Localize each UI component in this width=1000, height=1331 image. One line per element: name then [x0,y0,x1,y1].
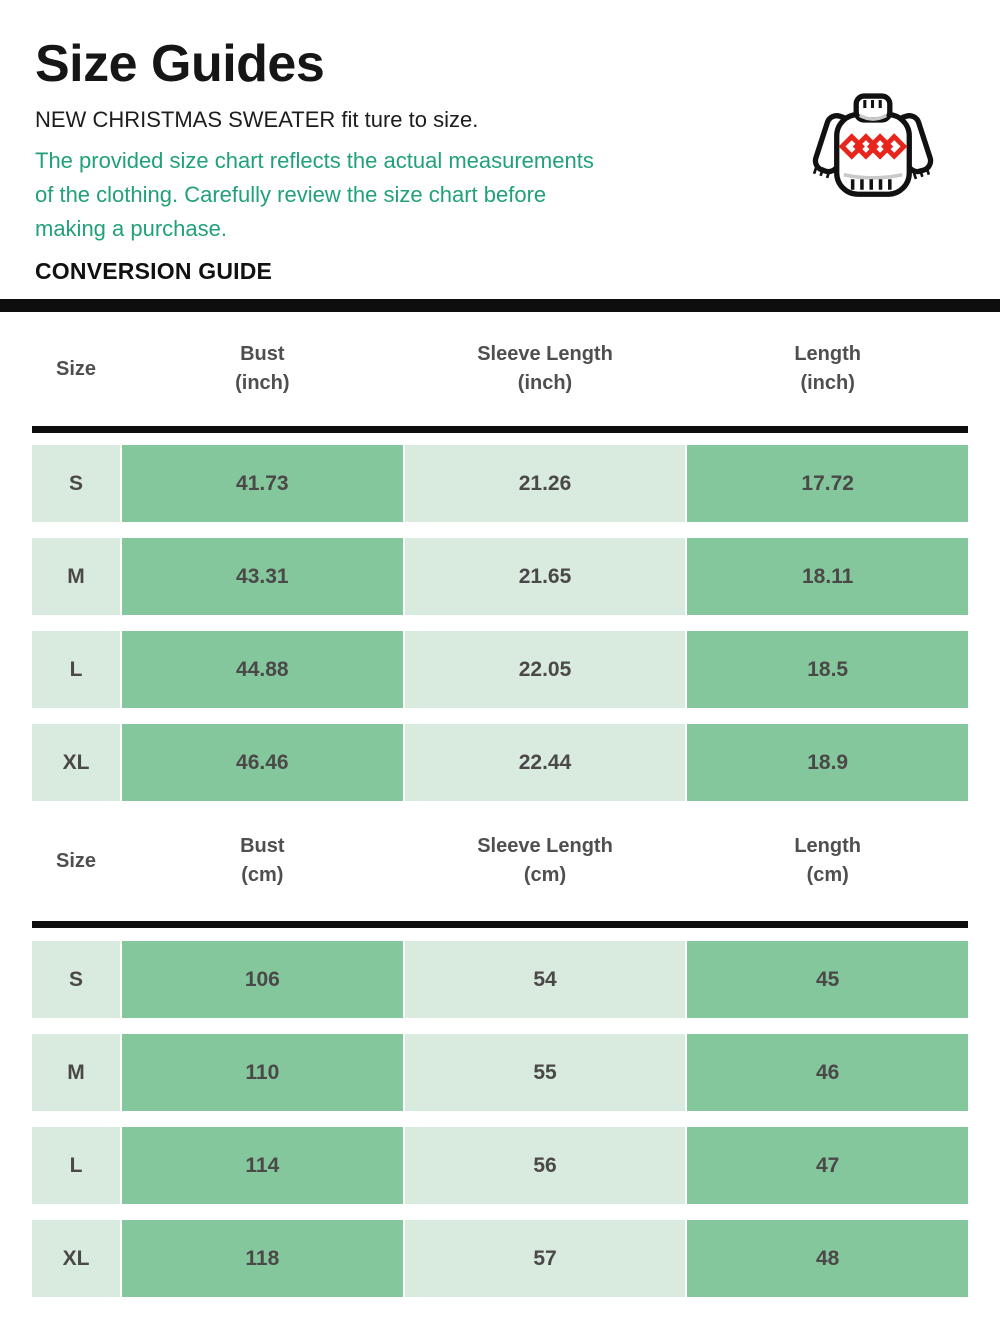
bust-value-cell: 44.88 [122,631,403,708]
length-value-cell: 18.11 [687,538,969,615]
length-value-cell: 18.9 [687,724,969,801]
sleeve-length-value-cell: 56 [404,1127,686,1204]
length-value-cell: 47 [687,1127,969,1204]
table-row: M 110 55 46 [32,1034,969,1111]
sleeve-length-value-cell: 21.26 [404,445,686,522]
bust-value-cell: 118 [122,1220,403,1297]
length-value-cell: 46 [687,1034,969,1111]
table-row: M 43.31 21.65 18.11 [32,538,969,615]
bust-value-cell: 106 [122,941,403,1018]
table-rule [32,426,968,433]
bust-value-cell: 46.46 [122,724,403,801]
sleeve-length-value-cell: 55 [404,1034,686,1111]
sleeve-length-value-cell: 57 [404,1220,686,1297]
header-length: Length (cm) [794,835,861,886]
size-cell: XL [32,1220,120,1297]
cm-size-table: Size Bust (cm) Sleeve Length (cm) Length… [32,801,969,1297]
inch-table-header: Size Bust (inch) Sleeve Length (inch) Le… [32,312,968,426]
sleeve-length-value-cell: 22.05 [404,631,686,708]
bust-value-cell: 110 [122,1034,403,1111]
length-value-cell: 18.5 [687,631,969,708]
size-cell: L [32,631,120,708]
table-row: XL 46.46 22.44 18.9 [32,724,969,801]
christmas-sweater-icon [812,93,934,197]
collar-shading [858,113,888,121]
header-bust: Bust (inch) [235,343,290,394]
bust-value-cell: 43.31 [122,538,403,615]
size-cell: L [32,1127,120,1204]
length-value-cell: 17.72 [687,445,969,522]
table-row: XL 118 57 48 [32,1220,969,1297]
size-chart-note-line: making a purchase. [35,216,227,241]
bust-value-cell: 41.73 [122,445,403,522]
header-sleeve-length: Sleeve Length (cm) [477,835,613,886]
sleeve-length-value-cell: 54 [404,941,686,1018]
size-cell: XL [32,724,120,801]
inch-size-table: Size Bust (inch) Sleeve Length (inch) Le… [32,312,969,801]
hem-shading [843,173,903,180]
cm-table-header: Size Bust (cm) Sleeve Length (cm) Length… [32,801,968,921]
table-rule [32,921,968,928]
header-size: Size [55,849,97,872]
divider-bar [0,299,1000,312]
size-cell: M [32,538,120,615]
sleeve-length-value-cell: 22.44 [404,724,686,801]
sleeve-length-value-cell: 21.65 [404,538,686,615]
size-cell: S [32,941,120,1018]
size-chart-note-line: The provided size chart reflects the act… [35,148,594,173]
table-row: S 41.73 21.26 17.72 [32,445,969,522]
length-value-cell: 45 [687,941,969,1018]
table-row: L 114 56 47 [32,1127,969,1204]
header-size: Size [55,357,97,380]
fit-subtitle: NEW CHRISTMAS SWEATER fit ture to size. [35,107,479,132]
page-title: Size Guides [35,35,325,93]
table-row: S 106 54 45 [32,941,969,1018]
conversion-guide-label: CONVERSION GUIDE [35,258,273,284]
diamond-pattern [838,133,908,160]
header-sleeve-length: Sleeve Length (inch) [477,343,613,394]
size-chart-note-line: of the clothing. Carefully review the si… [35,182,547,207]
size-cell: M [32,1034,120,1111]
header-bust: Bust (cm) [240,835,285,886]
length-value-cell: 48 [687,1220,969,1297]
size-chart-note: The provided size chart reflects the act… [35,144,965,246]
size-cell: S [32,445,120,522]
header-section: Size Guides NEW CHRISTMAS SWEATER fit tu… [0,0,1000,284]
table-row: L 44.88 22.05 18.5 [32,631,969,708]
header-length: Length (inch) [794,343,861,394]
bust-value-cell: 114 [122,1127,403,1204]
